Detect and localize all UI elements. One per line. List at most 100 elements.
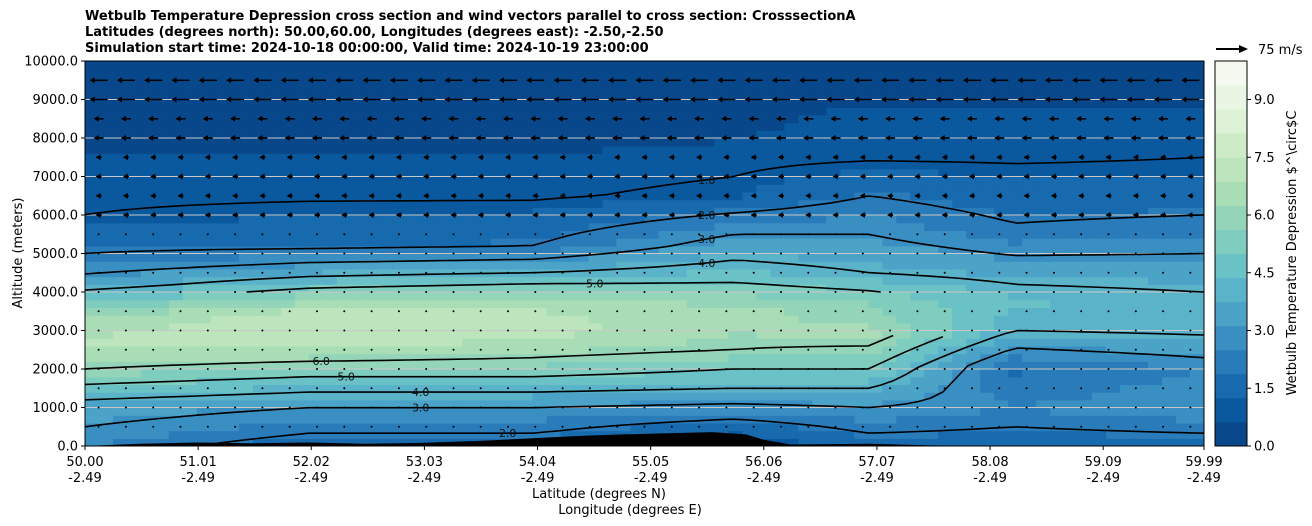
wind-vector (943, 406, 946, 409)
field-cell (462, 230, 478, 239)
field-cell (910, 276, 925, 285)
field-cell (364, 253, 380, 262)
field-cell (294, 99, 310, 108)
wind-vector (1132, 154, 1139, 161)
field-cell (182, 99, 198, 108)
wind-vector (259, 154, 266, 161)
field-cell (966, 284, 981, 293)
field-cell (168, 99, 184, 108)
field-cell (113, 176, 128, 185)
field-cell (113, 384, 128, 393)
wind-vector (477, 154, 484, 161)
field-cell (210, 215, 226, 224)
field-cell (952, 353, 967, 362)
field-cell (812, 215, 827, 224)
field-cell (196, 353, 212, 362)
field-cell (812, 430, 827, 439)
field-cell (756, 284, 771, 293)
wind-vector (1134, 252, 1137, 255)
field-cell (406, 153, 422, 162)
field-cell (756, 299, 771, 308)
field-cell (1162, 176, 1177, 185)
field-cell (266, 91, 282, 101)
field-cell (448, 284, 464, 293)
field-cell (980, 261, 995, 270)
wind-vector (1025, 310, 1028, 313)
field-cell (700, 215, 716, 224)
wind-vector (643, 252, 646, 255)
wind-vector (723, 154, 730, 161)
field-cell (196, 330, 212, 339)
field-cell (322, 407, 338, 416)
field-cell (462, 68, 478, 77)
field-cell (882, 438, 897, 446)
field-cell (99, 191, 114, 201)
field-cell (616, 392, 632, 401)
wind-vector (397, 348, 400, 351)
field-cell (224, 91, 240, 101)
field-cell (448, 238, 464, 247)
field-cell (1134, 376, 1149, 385)
field-cell (1064, 438, 1079, 446)
field-cell (896, 215, 911, 224)
field-cell (99, 261, 114, 270)
field-cell (896, 130, 911, 139)
field-cell (238, 353, 254, 362)
wind-vector (780, 271, 782, 274)
wind-vector (343, 406, 346, 409)
field-cell (504, 299, 520, 308)
wind-vector (1189, 271, 1192, 274)
field-cell (1148, 130, 1163, 139)
field-cell (1092, 130, 1107, 139)
wind-vector (152, 368, 155, 370)
field-cell (798, 315, 813, 324)
field-cell (700, 191, 716, 201)
field-cell (1106, 330, 1121, 339)
field-cell (294, 407, 310, 416)
field-cell (490, 345, 506, 355)
field-cell (854, 353, 869, 362)
wind-vector (998, 233, 1001, 236)
field-cell (280, 376, 296, 385)
field-cell (350, 199, 366, 208)
field-cell (504, 199, 520, 208)
wind-vector-head (1023, 192, 1029, 199)
field-cell (896, 68, 911, 77)
wind-vector-head (696, 173, 702, 180)
field-cell (616, 284, 632, 293)
field-cell (154, 230, 170, 239)
field-cell (938, 438, 953, 446)
wind-vector (1025, 406, 1028, 409)
field-cell (1134, 230, 1149, 239)
wind-vector (450, 154, 457, 161)
field-cell (896, 138, 911, 147)
field-cell (1022, 284, 1037, 293)
field-cell (224, 161, 240, 170)
field-cell (546, 407, 562, 416)
field-cell (350, 145, 366, 154)
field-cell (1064, 338, 1079, 347)
contour-line (85, 195, 1204, 255)
field-cell (210, 322, 226, 332)
field-cell (518, 76, 534, 85)
field-cell (546, 399, 562, 409)
field-cell (770, 191, 785, 201)
wind-vector (916, 387, 919, 390)
field-cell (85, 99, 100, 108)
field-cell (1036, 415, 1051, 424)
field-cell (462, 161, 478, 170)
wind-vector (316, 271, 318, 274)
field-cell (784, 91, 799, 101)
wind-vector (752, 425, 755, 428)
wind-vector (1025, 329, 1028, 332)
field-cell (840, 99, 855, 108)
field-cell (1064, 199, 1079, 208)
wind-vector (834, 329, 837, 332)
field-cell (672, 376, 688, 385)
wind-vector (780, 425, 782, 428)
wind-vector-head (805, 173, 811, 180)
field-cell (322, 268, 338, 278)
field-cell (812, 168, 827, 178)
field-cell (378, 422, 394, 432)
field-cell (140, 61, 156, 70)
